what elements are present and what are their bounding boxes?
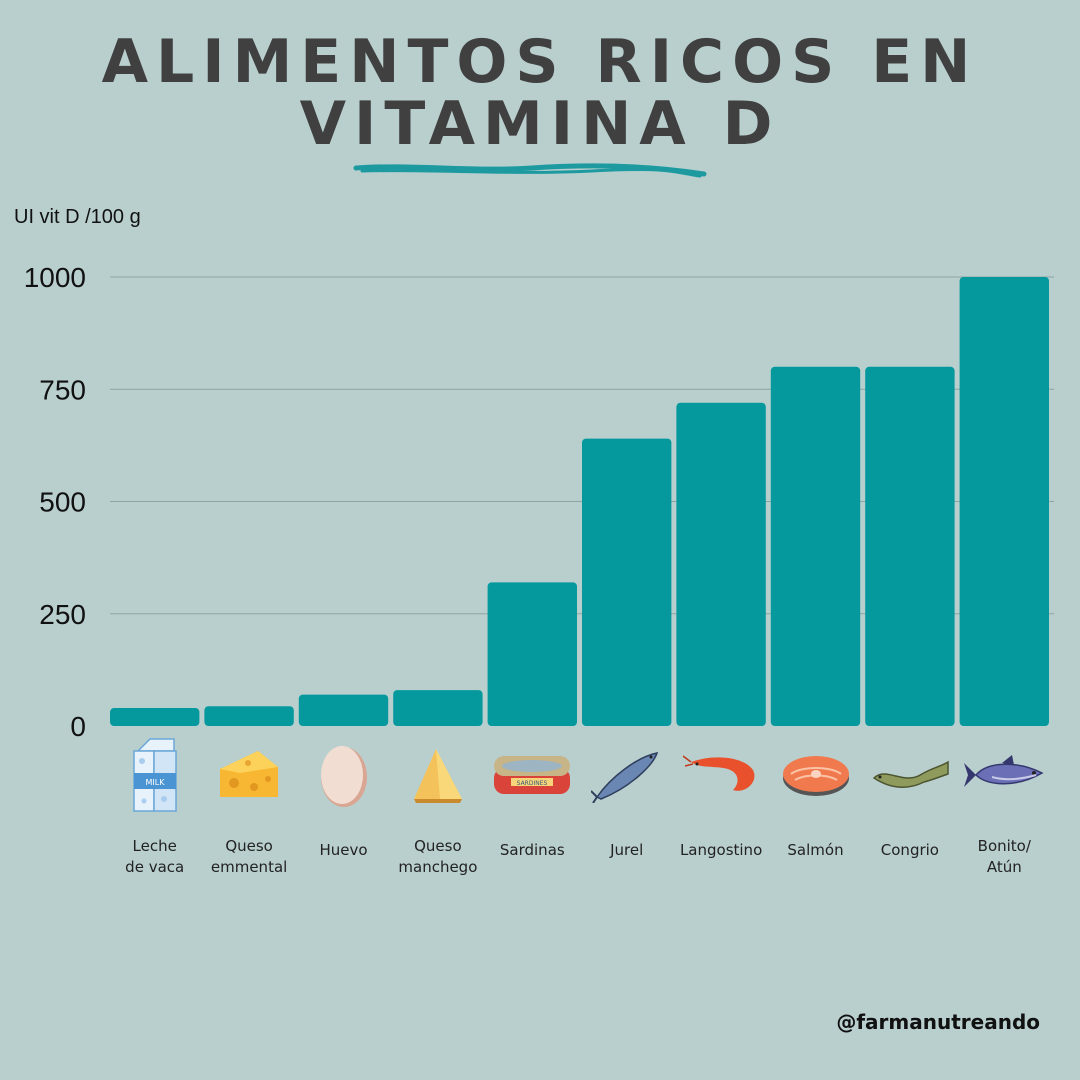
y-tick-label: 750 [39, 374, 86, 405]
milk-carton-icon: MILK [130, 737, 180, 817]
bar [298, 694, 389, 726]
y-axis-label: UI vit D /100 g [14, 206, 141, 228]
y-tick-label: 0 [70, 711, 86, 742]
bar [487, 582, 577, 726]
title-line-1: ALIMENTOS RICOS EN [101, 27, 979, 97]
x-tick-label: Congrio [880, 841, 939, 859]
x-tick-label: Huevo [319, 841, 368, 859]
mackerel-icon [589, 747, 663, 807]
conger-eel-icon [870, 758, 950, 796]
tuna-icon [962, 753, 1046, 801]
bar [959, 277, 1049, 726]
bar [770, 366, 861, 726]
bar [204, 706, 294, 726]
y-tick-label: 1000 [24, 262, 86, 293]
manchego-cheese-icon [410, 745, 466, 809]
swiss-cheese-icon [218, 747, 280, 807]
x-tick-label: Salmón [787, 841, 844, 859]
egg-icon [319, 741, 369, 813]
salmon-steak-icon [781, 752, 851, 802]
y-tick-label: 500 [39, 487, 86, 518]
x-tick-label: Sardinas [499, 841, 565, 859]
bar [676, 402, 766, 726]
bar [582, 438, 672, 726]
y-tick-label: 250 [39, 599, 86, 630]
bar [110, 708, 200, 726]
author-handle: @farmanutreando [836, 1010, 1040, 1034]
x-tick-label: Langostino [679, 841, 763, 859]
x-tick-label: Jurel [610, 841, 644, 859]
bar [865, 366, 955, 726]
title-line-2: VITAMINA D [299, 89, 781, 159]
x-tick-label: Bonito/ Atún [977, 837, 1031, 876]
x-tick-label: Queso emmental [210, 837, 288, 876]
x-tick-label: Leche de vaca [125, 837, 185, 876]
shrimp-icon [682, 752, 759, 802]
x-tick-label: Queso manchego [398, 837, 478, 876]
sardine-can-icon: SARDINES [491, 752, 573, 802]
svg-text:SARDINES: SARDINES [517, 780, 548, 787]
bar [393, 690, 483, 726]
svg-text:MILK: MILK [145, 778, 165, 787]
title-underline [353, 163, 707, 178]
